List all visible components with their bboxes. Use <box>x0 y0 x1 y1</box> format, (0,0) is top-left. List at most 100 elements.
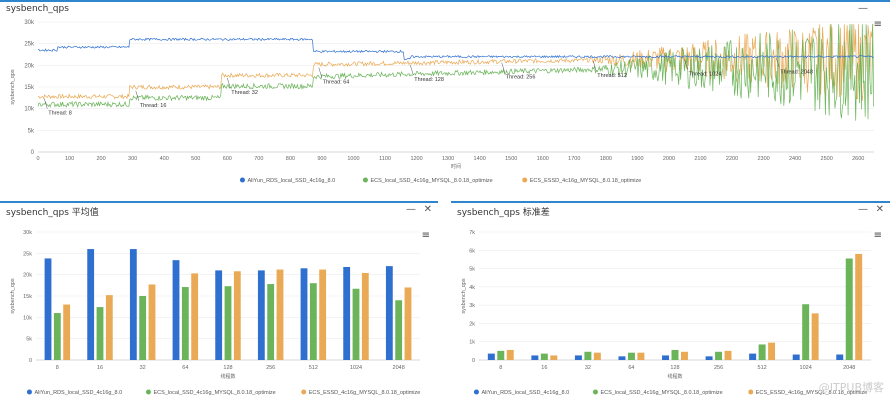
x-tick-label: 800 <box>286 156 295 162</box>
panel-title: sysbench_qps 标准差 <box>457 208 550 218</box>
bar <box>191 273 199 360</box>
bar <box>662 355 670 360</box>
x-tick-label: 200 <box>97 156 106 162</box>
x-tick-label: 1100 <box>379 156 391 162</box>
bar <box>44 258 52 360</box>
bar <box>215 270 223 360</box>
x-tick-label: 8 <box>56 365 59 371</box>
minimize-button[interactable]: — <box>858 3 868 14</box>
x-tick-label: 256 <box>714 365 723 371</box>
bar <box>836 354 844 360</box>
bar <box>53 313 61 360</box>
bar <box>129 249 137 360</box>
y-tick-label: 3k <box>469 303 475 309</box>
y-tick-label: 1k <box>469 340 475 346</box>
x-tick-label: 1600 <box>537 156 549 162</box>
bar <box>845 258 853 360</box>
minimize-button[interactable]: — <box>858 204 868 215</box>
x-tick-label: 32 <box>140 365 146 371</box>
bar <box>811 313 819 360</box>
line-chart: 0 5k 10k 15k 20k 25k 30k 0 100 200 300 400 500 600 700… <box>10 20 875 184</box>
close-icon[interactable]: ✕ <box>875 204 884 215</box>
x-tick-label: 512 <box>758 365 767 371</box>
annotation-label: Thread: 128 <box>414 77 444 83</box>
bar <box>584 351 592 360</box>
x-tick-label: 1900 <box>631 156 643 162</box>
bar <box>724 350 732 360</box>
bar <box>487 353 495 360</box>
bar <box>385 266 393 360</box>
y-tick-label: 0 <box>31 150 35 156</box>
close-icon[interactable]: ✕ <box>423 204 432 215</box>
x-tick-label: 0 <box>36 156 39 162</box>
bar-chart-mean: 0 5k 10k 15k 20k 25k 30k 8 16 32 64 128 256 512 1024 20… <box>10 230 420 396</box>
x-tick-label: 2000 <box>663 156 675 162</box>
bar <box>792 354 800 360</box>
bar <box>404 287 412 360</box>
annotation-label: Thread: 1024 <box>689 72 722 78</box>
annotation-label: Thread: 16 <box>140 103 167 109</box>
legend-marker <box>362 177 368 183</box>
bar <box>139 296 147 360</box>
bar <box>300 268 308 360</box>
bar <box>618 356 626 360</box>
annotation-label: Thread: 512 <box>597 73 627 79</box>
legend-marker <box>592 389 598 395</box>
chart-menu-button[interactable]: ≡ <box>421 230 430 241</box>
bar <box>148 284 156 360</box>
y-tick-label: 15k <box>24 85 35 91</box>
bar <box>63 304 71 360</box>
bar <box>637 352 645 360</box>
bar <box>395 300 403 360</box>
bar <box>802 304 810 360</box>
bar <box>680 351 688 360</box>
bar <box>87 249 95 360</box>
x-tick-label: 1500 <box>505 156 517 162</box>
bar <box>497 350 505 360</box>
x-tick-label: 16 <box>541 365 547 371</box>
x-tick-label: 400 <box>160 156 169 162</box>
chart-menu-button[interactable]: ≡ <box>873 19 882 30</box>
legend-marker <box>301 389 307 395</box>
chart-menu-button[interactable]: ≡ <box>873 230 882 241</box>
y-tick-label: 6k <box>469 248 475 254</box>
y-tick-label: 10k <box>23 315 32 321</box>
x-tick-label: 1400 <box>474 156 486 162</box>
bar-chart-stddev: 0 1k 2k 3k 4k 5k 6k 7k 8 16 32 64 128 256 512 1024 2048 线… <box>461 230 871 396</box>
bar <box>758 344 766 360</box>
legend-item: AliYun_RDS_local_SSD_4c16g_8.0 <box>34 390 122 396</box>
x-axis-label: 线程数 <box>220 373 235 380</box>
series-line <box>37 24 875 121</box>
series-line <box>37 37 874 61</box>
legend-item: ECS_ESSD_4c16g_MYSQL_8.0.18_optimize <box>530 178 642 184</box>
x-tick-label: 128 <box>670 365 679 371</box>
y-axis-label: sysbench_qps <box>10 69 16 104</box>
bar <box>540 353 548 360</box>
legend-marker <box>26 389 32 395</box>
panel-top: sysbench_qps — ≡ 0 5k 10k 15k 20k 25k 30k 0 100 2… <box>0 0 890 192</box>
annotation-label: Thread: 64 <box>323 79 350 85</box>
bar <box>705 356 713 360</box>
x-tick-label: 700 <box>254 156 263 162</box>
x-tick-label: 2200 <box>726 156 738 162</box>
legend-item: AliYun_RDS_local_SSD_4c16g_8.0 <box>481 390 569 396</box>
annotation-pointer <box>135 90 140 101</box>
y-tick-label: 5k <box>28 128 35 134</box>
bar <box>768 342 776 360</box>
annotation-pointer <box>318 67 323 78</box>
x-axis-label: 时间 <box>451 163 461 170</box>
bar <box>267 284 275 360</box>
bar <box>224 286 232 360</box>
bar <box>550 355 558 360</box>
annotation-label: Thread: 256 <box>506 75 536 81</box>
annotation-pointer <box>592 60 597 72</box>
annotation-pointer <box>775 57 780 68</box>
bar <box>276 269 284 360</box>
legend-marker <box>748 389 754 395</box>
bar <box>531 355 539 360</box>
y-tick-label: 25k <box>24 42 35 48</box>
y-tick-label: 7k <box>469 230 475 236</box>
legend-marker <box>522 177 528 183</box>
x-tick-label: 1200 <box>410 156 422 162</box>
minimize-button[interactable]: — <box>406 204 416 215</box>
